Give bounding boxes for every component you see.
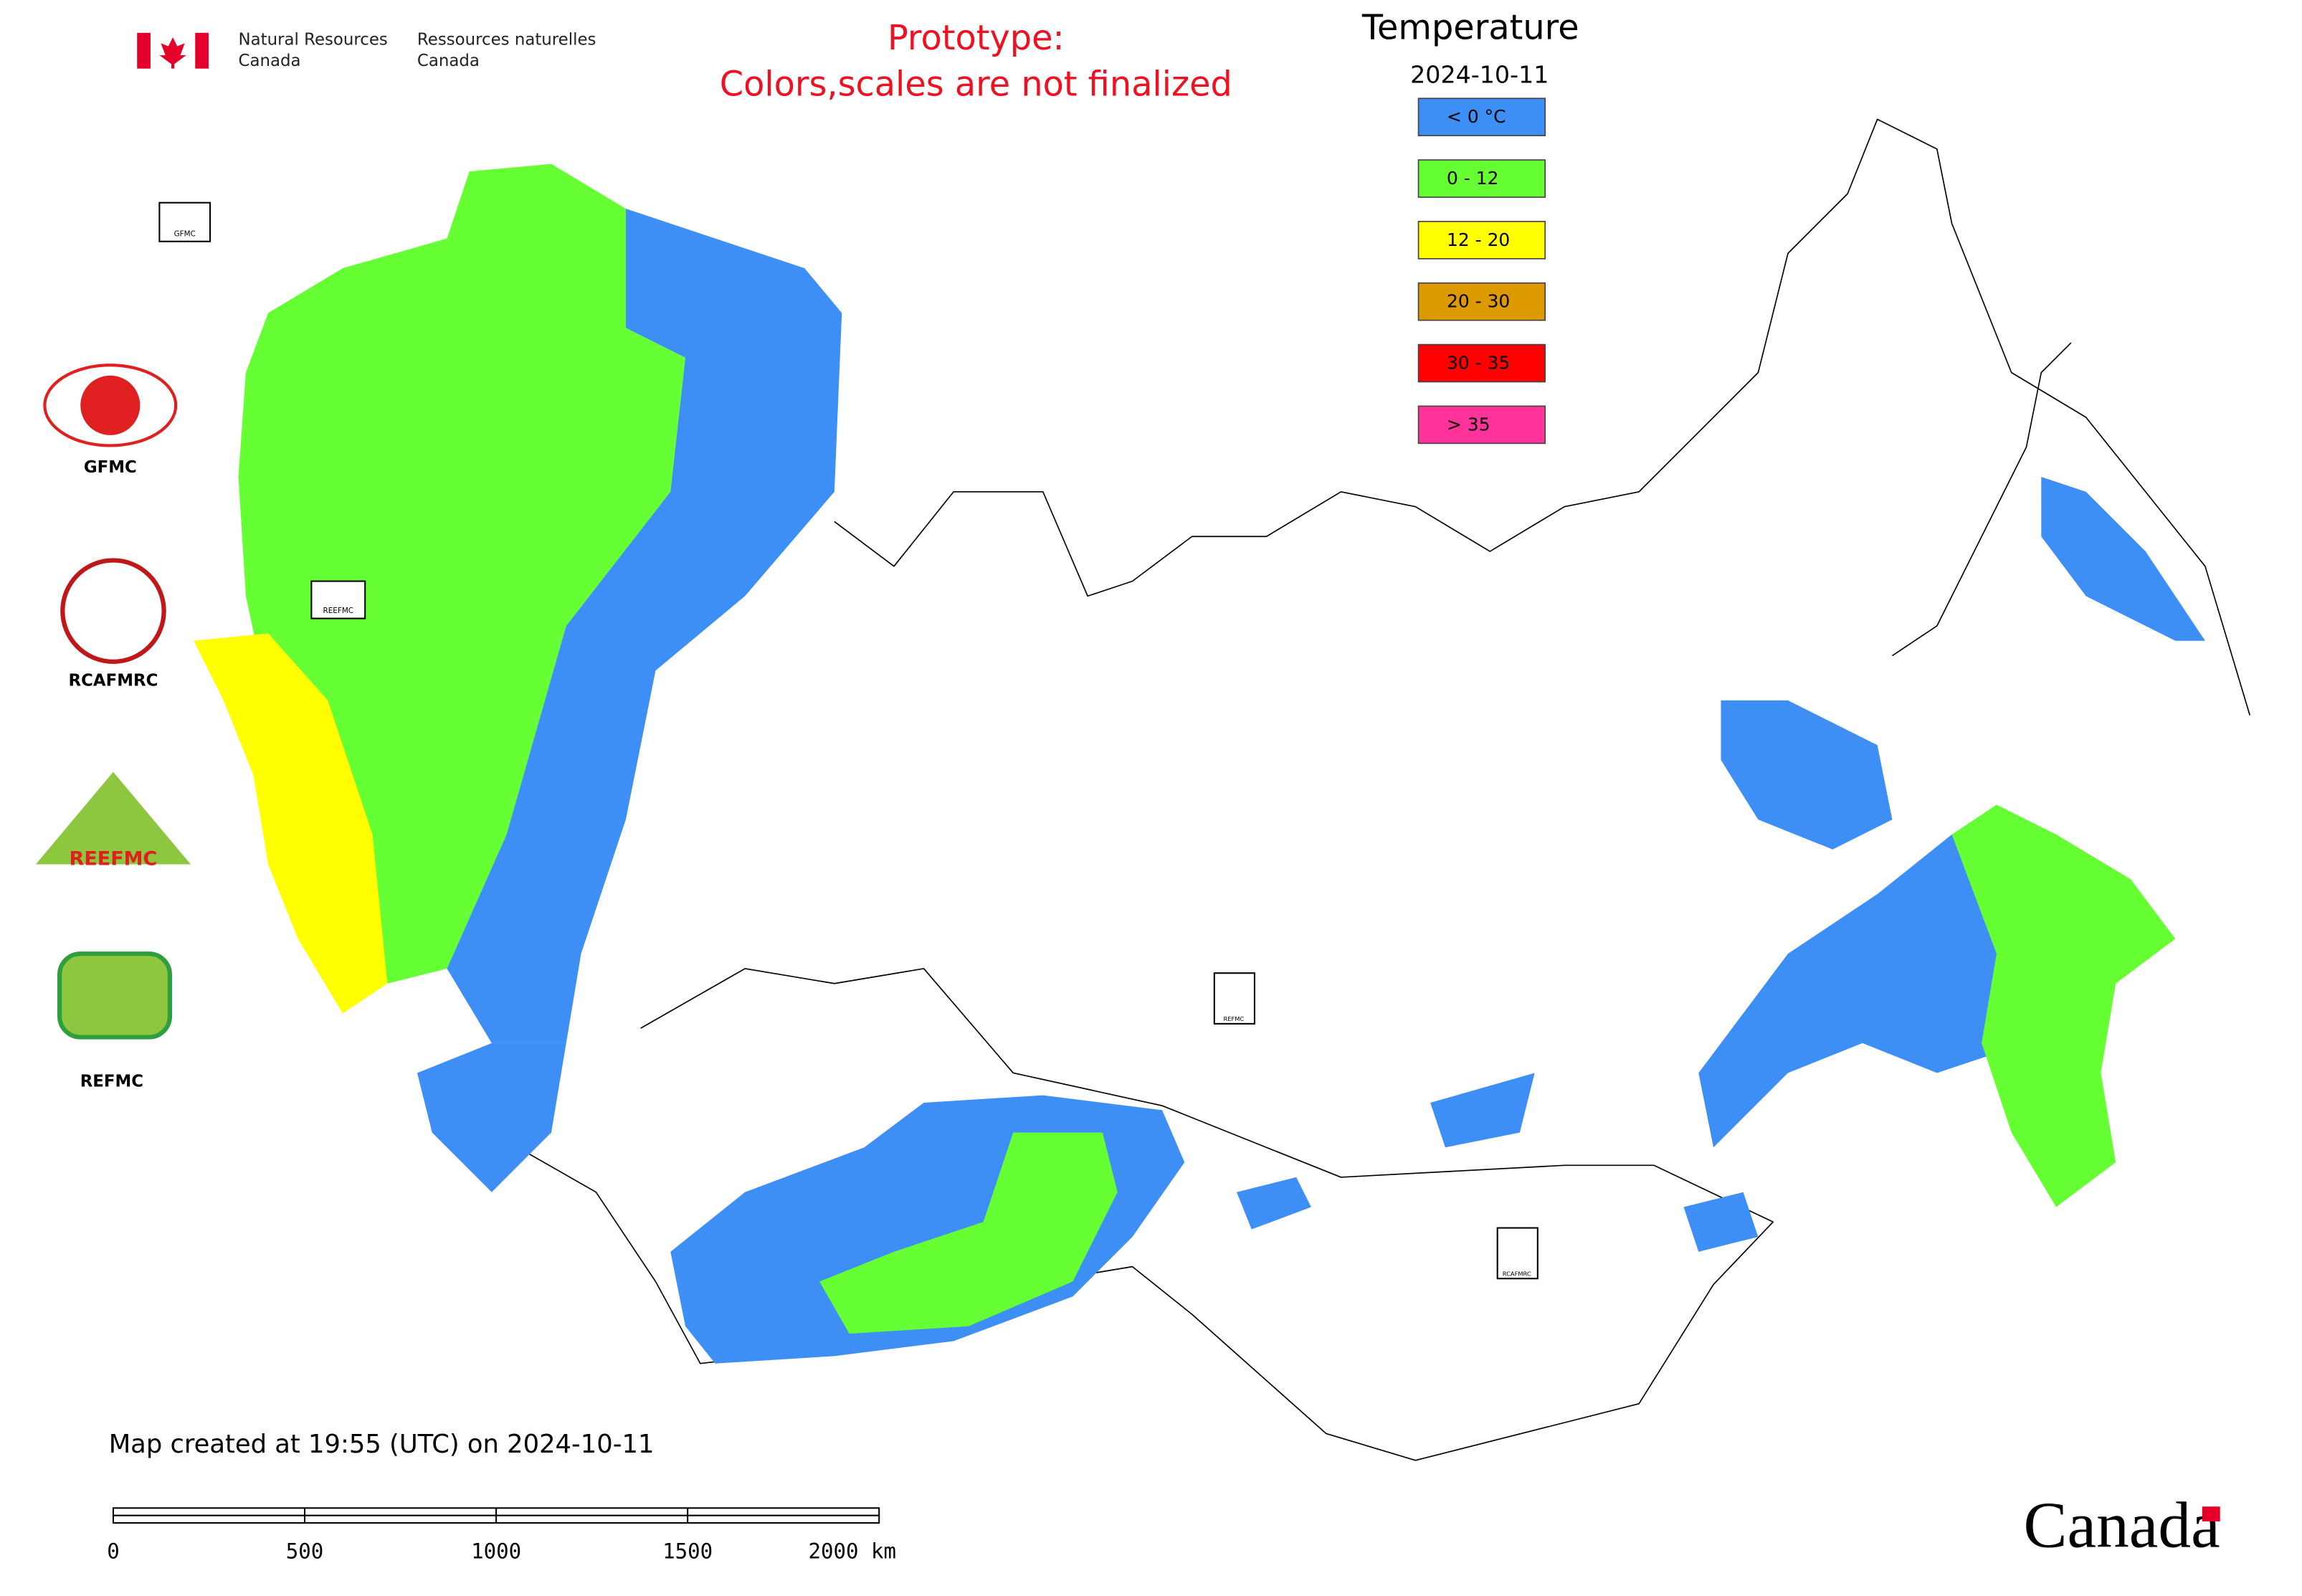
wordmark: Canada: [2024, 1489, 2220, 1562]
scale-label: 500: [286, 1539, 324, 1564]
legend-swatch: [1417, 282, 1546, 321]
logo-label: GFMC: [84, 458, 137, 477]
legend-swatch: [1417, 98, 1546, 137]
logo-reefmc: [35, 771, 191, 865]
region-blue: [1721, 700, 1893, 850]
notice: Prototype:: [888, 19, 1065, 58]
coastline: [1892, 342, 2072, 657]
badge: [310, 580, 366, 619]
legend-swatch: [1417, 405, 1546, 445]
logo-gfmc: [80, 375, 141, 435]
region-blue: [447, 209, 842, 1043]
legend-label: 30 - 35: [1447, 353, 1510, 374]
logo-gfmc: [43, 364, 178, 447]
badge: [1496, 1227, 1538, 1280]
legend-label: 0 - 12: [1447, 168, 1498, 189]
legend-date: 2024-10-11: [1410, 61, 1549, 89]
legend-label: 12 - 20: [1447, 229, 1510, 250]
scale-bar: 0 500 1000 1500 2000 km: [107, 1507, 897, 1564]
legend-swatch: [1417, 159, 1546, 198]
logo-refmc: [57, 951, 173, 1040]
border: [446, 968, 1774, 1461]
org-name: Ressources naturelles: [417, 31, 596, 49]
flag-bar: [137, 32, 151, 69]
notice: Colors,scales are not finalized: [720, 65, 1232, 105]
wordmark-flag: [2202, 1506, 2220, 1522]
legend-label: > 35: [1447, 414, 1490, 434]
org-name: Canada: [417, 52, 480, 70]
region-green: [1951, 804, 2176, 1207]
region-yellow: [194, 633, 388, 1014]
legend-title: Temperature: [1361, 9, 1579, 48]
fip-signature: Natural Resources Canada Ressources natu…: [137, 31, 596, 70]
org-name: Natural Resources: [239, 31, 388, 49]
created-note: Map created at 19:55 (UTC) on 2024-10-11: [109, 1430, 655, 1459]
badge: [158, 201, 211, 242]
badge-label: REFMC: [1223, 1015, 1244, 1022]
map-area: [194, 118, 2251, 1461]
region-blue: [1698, 834, 2057, 1148]
legend-swatch: [1417, 343, 1546, 383]
org-name: Canada: [239, 52, 301, 70]
logos: GFMC RCAFMRC REEFMC REFMC: [35, 364, 191, 1091]
scale-label: 1000: [471, 1539, 521, 1564]
logo-label: REFMC: [80, 1072, 143, 1091]
legend-label: < 0 °C: [1447, 106, 1506, 127]
badge-label: RCAFMRC: [1503, 1270, 1531, 1278]
scale-label: 0: [107, 1539, 120, 1564]
region-blue: [417, 1042, 566, 1192]
region-blue: [2041, 477, 2205, 641]
badge-label: GFMC: [174, 229, 196, 238]
legend: < 0 °C 0 - 12 12 - 20 20 - 30 30 - 35 > 35: [1417, 98, 1546, 445]
flag-bar: [195, 32, 209, 69]
scale-label: 1500: [662, 1539, 713, 1564]
logo-label: RCAFMRC: [69, 671, 158, 690]
maple-leaf: [159, 37, 186, 69]
legend-swatch: [1417, 221, 1546, 260]
legend-label: 20 - 30: [1447, 291, 1510, 312]
scale-label: 2000 km: [809, 1539, 897, 1564]
coastline: [834, 118, 2251, 716]
badge: [1213, 972, 1255, 1025]
region-blue: [1237, 1073, 1759, 1252]
region-green: [819, 1132, 1118, 1334]
logo-label: REEFMC: [70, 848, 158, 870]
map-badges: GFMC REEFMC REFMC RCAFMRC: [158, 201, 1538, 1280]
badge-label: REEFMC: [323, 607, 353, 615]
logo-rcafmrc: [60, 558, 166, 664]
